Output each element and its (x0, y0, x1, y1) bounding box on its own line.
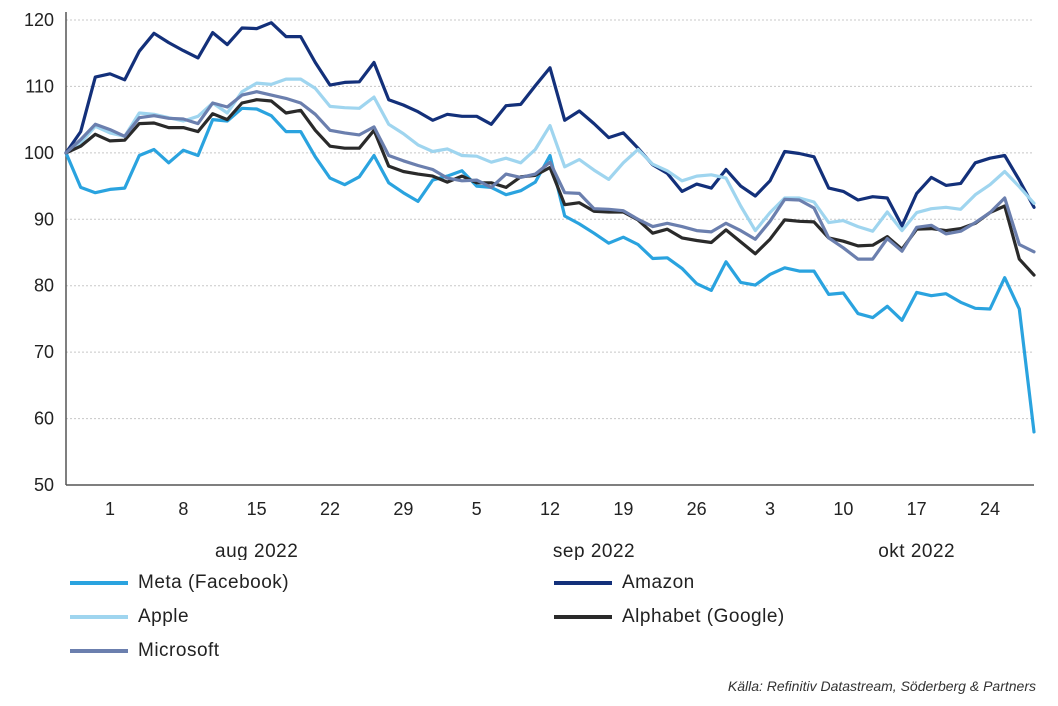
series-line-alphabet-google (64, 98, 1036, 277)
x-tick-label: 3 (765, 499, 775, 519)
x-month-label: sep 2022 (553, 541, 635, 560)
x-month-label: aug 2022 (215, 541, 298, 560)
x-month-label: okt 2022 (878, 541, 955, 560)
legend-item-apple: Apple (70, 606, 189, 628)
series-line-apple (64, 77, 1036, 233)
y-tick-label: 100 (24, 143, 54, 163)
y-tick-label: 60 (34, 409, 54, 429)
x-tick-label: 1 (105, 499, 115, 519)
y-tick-label: 80 (34, 276, 54, 296)
source-note: Källa: Refinitiv Datastream, Söderberg &… (727, 678, 1036, 694)
x-tick-label: 19 (613, 499, 633, 519)
x-tick-label: 24 (980, 499, 1000, 519)
legend-swatch-alphabet (554, 615, 612, 619)
legend-label-microsoft: Microsoft (138, 640, 220, 661)
series-line-microsoft (64, 90, 1036, 261)
legend-label-meta: Meta (Facebook) (138, 572, 290, 593)
legend-label-apple: Apple (138, 606, 190, 627)
legend-swatch-apple (70, 615, 128, 619)
legend-label-alphabet: Alphabet (Google) (622, 606, 785, 627)
legend-label-amazon: Amazon (622, 572, 695, 593)
legend-swatch-meta (70, 581, 128, 585)
x-tick-label: 29 (393, 499, 413, 519)
x-tick-label: 26 (687, 499, 707, 519)
y-tick-label: 120 (24, 10, 54, 30)
legend-item-alphabet: Alphabet (Google) (554, 606, 785, 628)
legend-swatch-microsoft (70, 649, 128, 653)
legend-item-microsoft: Microsoft (70, 640, 220, 662)
legend-item-meta: Meta (Facebook) (70, 572, 289, 594)
x-tick-label: 5 (472, 499, 482, 519)
x-tick-label: 17 (907, 499, 927, 519)
line-chart: 50 60 70 80 90 100 110 120 1 8 15 22 29 5 12 19 26 3 10 17 2… (24, 10, 1036, 560)
x-tick-label: 22 (320, 499, 340, 519)
x-tick-label: 12 (540, 499, 560, 519)
legend-item-amazon: Amazon (554, 572, 695, 594)
series-line-meta-facebook (64, 106, 1036, 434)
y-tick-label: 70 (34, 342, 54, 362)
series-line-amazon (64, 21, 1036, 228)
x-tick-label: 15 (247, 499, 267, 519)
x-tick-label: 10 (833, 499, 853, 519)
legend-swatch-amazon (554, 581, 612, 585)
y-tick-label: 50 (34, 475, 54, 495)
x-tick-label: 8 (178, 499, 188, 519)
y-tick-label: 90 (34, 209, 54, 229)
y-tick-label: 110 (25, 76, 54, 96)
